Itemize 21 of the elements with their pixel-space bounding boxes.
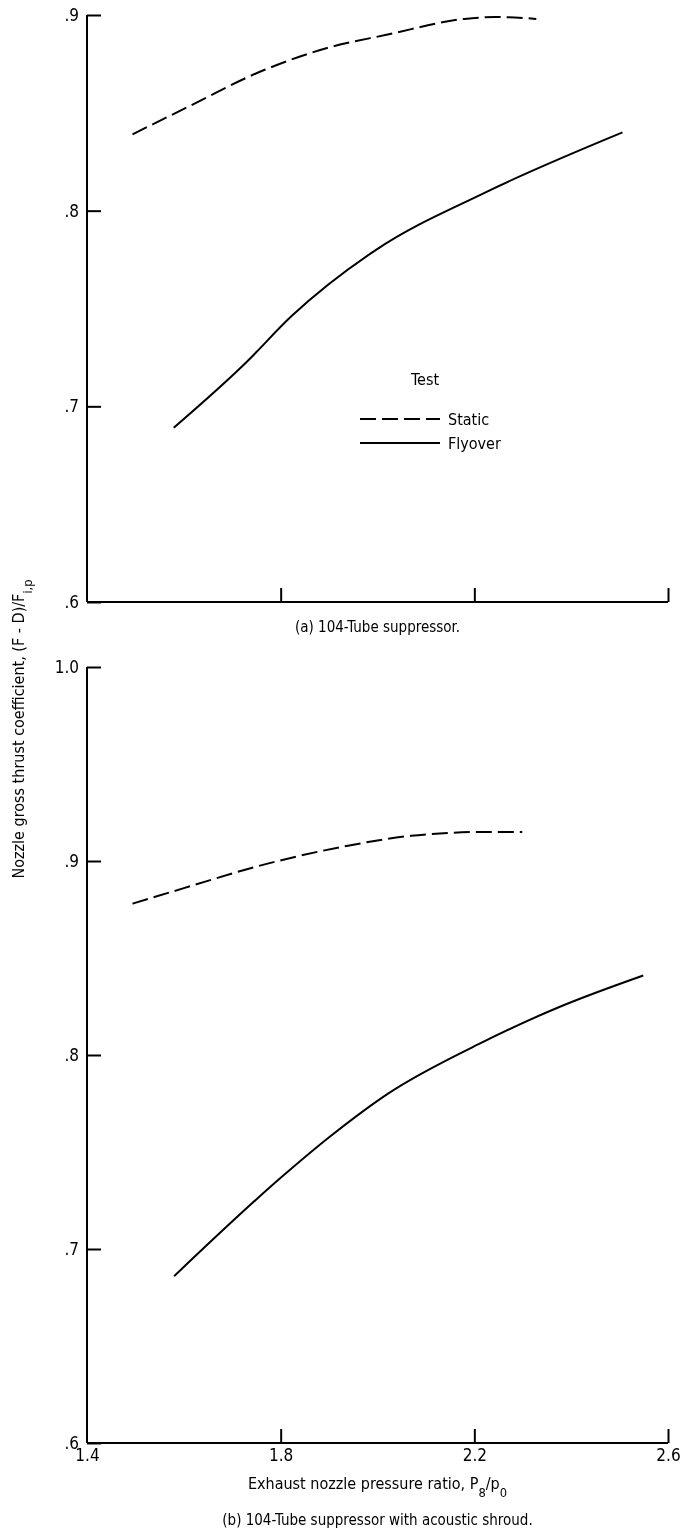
legend-title: Test: [409, 370, 440, 389]
y-tick-label: .9: [64, 4, 79, 25]
x-tick-label: 2.2: [462, 1445, 487, 1466]
y-tick-label: .6: [64, 591, 79, 612]
y-tick-label: 1.0: [54, 656, 79, 677]
legend-label: Flyover: [448, 433, 501, 453]
y-tick-label: .7: [64, 1238, 79, 1259]
y-tick-label: .7: [64, 396, 79, 417]
line-series: [131, 15, 538, 136]
line-series: [131, 830, 524, 905]
x-tick-label: 2.6: [656, 1445, 681, 1466]
text: (b) 104-Tube suppressor with acoustic shroud.: [222, 1511, 533, 1529]
y-tick-label: .9: [64, 850, 79, 871]
text: (a) 104-Tube suppressor.: [294, 618, 461, 636]
line-series: [173, 974, 645, 1278]
x-tick-label: 1.8: [269, 1445, 294, 1466]
legend-label: Static: [448, 409, 490, 429]
x-axis-title: Exhaust nozzle pressure ratio, P$_{8}$/p$_{0}$: [247, 1474, 508, 1500]
line-series: [172, 131, 624, 429]
y-tick-label: .8: [64, 200, 79, 221]
y-tick-label: .8: [64, 1044, 79, 1065]
